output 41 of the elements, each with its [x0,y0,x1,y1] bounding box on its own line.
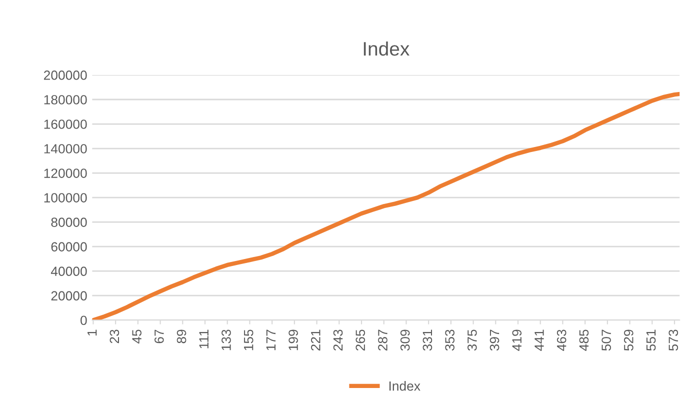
x-tick-label: 573 [668,330,678,351]
legend-label: Index [389,381,420,391]
y-tick-label: 100000 [44,193,87,202]
x-tick-label: 331 [422,330,432,351]
y-tick-label: 200000 [44,70,87,80]
x-tick-label: 89 [176,330,186,344]
y-tick-label: 20000 [51,291,87,301]
x-tick-label: 353 [445,330,454,351]
x-tick-label: 45 [132,330,142,344]
x-tick-label: 397 [490,330,500,351]
y-tick-label: 40000 [50,266,87,276]
x-tick-label: 287 [378,330,388,350]
y-tick-label: 180000 [44,95,87,104]
x-tick-label: 463 [556,330,566,351]
x-tick-label: 529 [624,330,634,351]
x-tick-label: 177 [266,330,276,350]
y-tick-label: 160000 [44,120,87,129]
line-series [92,92,680,320]
x-tick-label: 133 [222,330,231,350]
y-tick-label: 140000 [44,144,87,154]
x-tick-label: 221 [310,330,320,350]
y-tick-label: 120000 [44,168,87,178]
x-tick-label: 551 [646,330,656,351]
x-tick-label: 507 [602,330,611,351]
x-tick-label: 199 [288,330,298,350]
y-tick-label: 60000 [51,242,87,252]
x-tick-label: 441 [534,330,544,351]
x-tick-label: 1 [88,330,97,336]
x-tick-label: 111 [199,330,208,348]
y-tick-label: 80000 [51,218,87,227]
x-tick-label: 375 [467,330,477,351]
chart-title: Index [364,41,410,56]
x-tick-label: 309 [400,330,410,351]
x-tick-label: 265 [356,330,366,350]
x-tick-label: 155 [244,330,254,350]
y-tick-label: 0 [80,316,87,326]
x-tick-label: 23 [110,330,120,344]
x-tick-label: 485 [579,330,589,351]
x-tick-label: 67 [154,330,164,344]
x-tick-label: 419 [512,330,522,351]
x-tick-label: 243 [333,330,343,350]
